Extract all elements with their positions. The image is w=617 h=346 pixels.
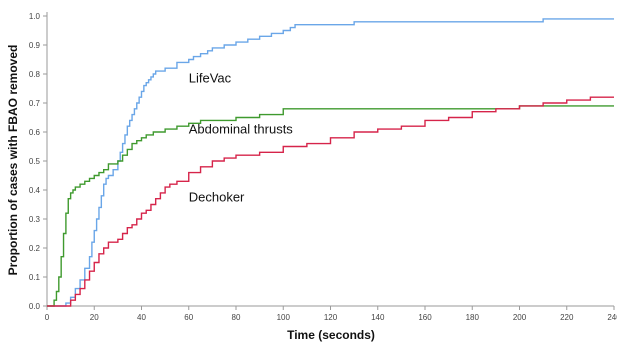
series-line-dechoker [47, 96, 614, 307]
ticks: 0 20 40 60 80 100 120 140 160 180 200 220 240 0.0 0.1 0… [29, 12, 617, 322]
series-label-abdominal-thrusts: Abdominal thrusts [189, 121, 294, 136]
x-tick-label: 20 [90, 313, 99, 322]
x-tick-label: 100 [277, 313, 291, 322]
y-tick-label: 1.0 [29, 12, 41, 21]
x-tick-label: 60 [184, 313, 193, 322]
y-tick-label: 0.7 [29, 99, 41, 108]
y-tick-label: 0.3 [29, 215, 41, 224]
x-tick-label: 120 [324, 313, 338, 322]
series-label-lifevac: LifeVac [189, 71, 232, 86]
y-tick-label: 0.1 [29, 273, 41, 282]
x-tick-label: 0 [45, 313, 50, 322]
series-line-lifevac [47, 18, 614, 307]
series-label-dechoker: Dechoker [189, 190, 245, 205]
x-axis-title: Time (seconds) [287, 328, 375, 342]
x-tick-label: 160 [418, 313, 432, 322]
y-tick-label: 0.8 [29, 70, 41, 79]
x-tick-label: 240 [607, 313, 617, 322]
y-tick-label: 0.2 [29, 244, 41, 253]
x-tick-label: 220 [560, 313, 574, 322]
x-tick-label: 140 [371, 313, 385, 322]
y-tick-label: 0.0 [29, 302, 41, 311]
x-tick-label: 40 [137, 313, 146, 322]
series-labels: LifeVac Abdominal thrusts Dechoker [189, 71, 294, 205]
x-tick-label: 80 [232, 313, 241, 322]
series-lines [47, 18, 614, 307]
y-axis-title: Proportion of cases with FBAO removed [6, 45, 20, 276]
y-tick-label: 0.9 [29, 41, 41, 50]
y-tick-label: 0.5 [29, 157, 41, 166]
y-tick-label: 0.6 [29, 128, 41, 137]
x-tick-label: 180 [466, 313, 480, 322]
x-tick-label: 200 [513, 313, 527, 322]
y-tick-label: 0.4 [29, 186, 41, 195]
series-line-abdominal-thrusts [47, 105, 614, 307]
